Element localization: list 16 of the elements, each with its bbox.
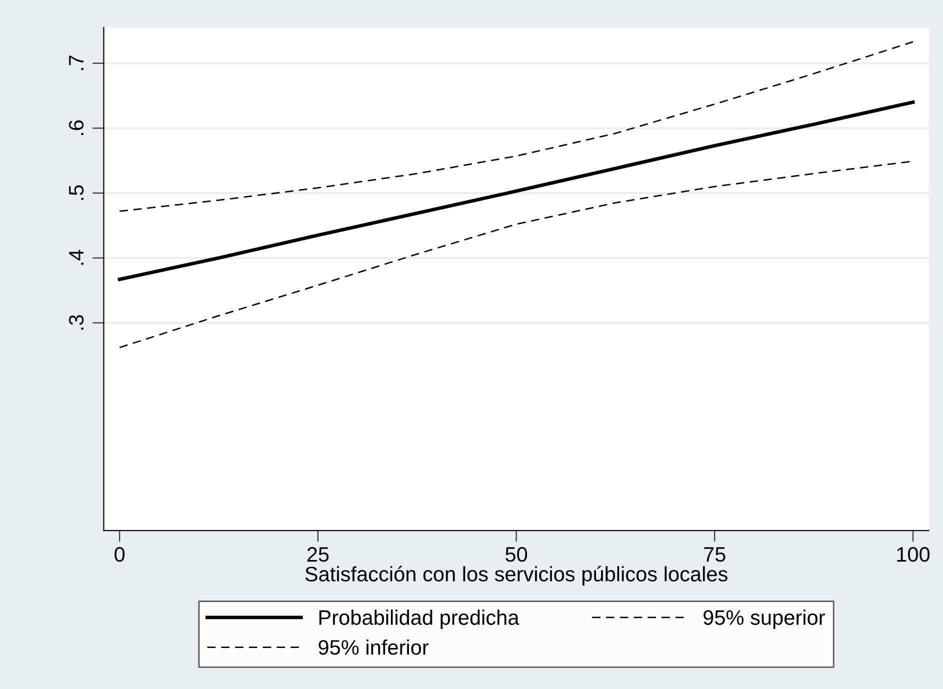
- y-tick-label: .6: [68, 120, 84, 135]
- x-tick-label: 75: [704, 547, 726, 562]
- legend-label: Probabilidad predicha: [319, 610, 520, 630]
- x-axis-title: Satisfacción con los servicios públicos locales: [305, 566, 728, 586]
- legend-label: 95% superior: [704, 610, 825, 630]
- legend-label: 95% inferior: [318, 639, 429, 655]
- line-series: [118, 100, 915, 282]
- y-tick-label: .4: [69, 250, 84, 265]
- x-tick-label: 50: [506, 547, 528, 562]
- y-tick-label: .7: [69, 56, 84, 70]
- y-tick-label: .5: [69, 185, 84, 200]
- x-tick-label: 0: [114, 547, 125, 562]
- line-series: [118, 41, 914, 212]
- x-tick-label: 25: [307, 547, 329, 562]
- y-tick-label: .3: [68, 315, 84, 330]
- x-tick-label: 100: [897, 547, 930, 562]
